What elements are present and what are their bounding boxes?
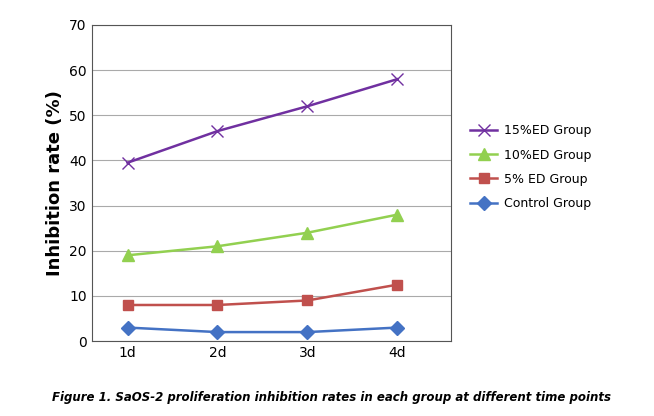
5% ED Group <box>394 282 402 287</box>
5% ED Group <box>124 302 131 307</box>
Line: 15%ED Group: 15%ED Group <box>122 74 403 168</box>
10%ED Group <box>394 212 402 217</box>
Control Group <box>394 325 402 330</box>
Line: 5% ED Group: 5% ED Group <box>123 280 402 310</box>
15%ED Group <box>394 77 402 82</box>
15%ED Group <box>214 129 222 134</box>
Control Group <box>214 329 222 334</box>
5% ED Group <box>303 298 311 303</box>
Line: 10%ED Group: 10%ED Group <box>122 209 403 261</box>
10%ED Group <box>214 244 222 249</box>
5% ED Group <box>214 302 222 307</box>
10%ED Group <box>124 253 131 258</box>
Y-axis label: Inhibition rate (%): Inhibition rate (%) <box>46 90 63 276</box>
Text: Figure 1. SaOS-2 proliferation inhibition rates in each group at different time : Figure 1. SaOS-2 proliferation inhibitio… <box>52 391 611 404</box>
Control Group <box>124 325 131 330</box>
Line: Control Group: Control Group <box>123 323 402 337</box>
10%ED Group <box>303 230 311 235</box>
Control Group <box>303 329 311 334</box>
15%ED Group <box>303 104 311 109</box>
Legend: 15%ED Group, 10%ED Group, 5% ED Group, Control Group: 15%ED Group, 10%ED Group, 5% ED Group, C… <box>465 119 596 215</box>
15%ED Group <box>124 160 131 165</box>
